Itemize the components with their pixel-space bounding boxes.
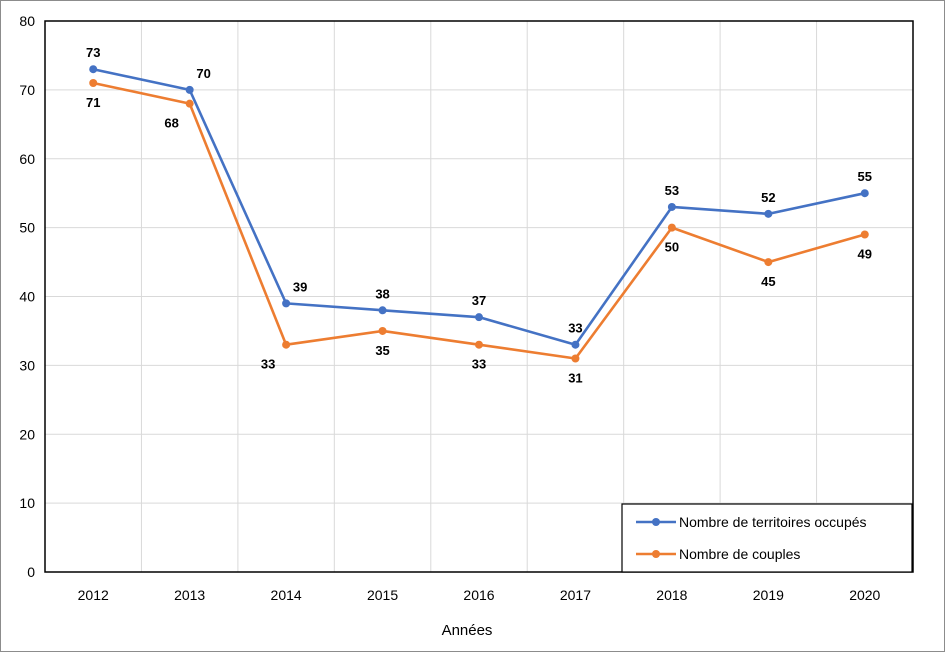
y-tick-label: 20 xyxy=(19,426,35,442)
data-point xyxy=(571,340,580,349)
y-tick-label: 30 xyxy=(19,357,35,373)
data-point xyxy=(475,340,483,349)
series xyxy=(89,65,869,363)
x-axis-title: Années xyxy=(442,622,493,639)
data-label: 53 xyxy=(665,183,679,198)
y-tick-label: 60 xyxy=(19,151,35,167)
data-point xyxy=(571,354,580,363)
legend-label: Nombre de territoires occupés xyxy=(679,514,867,530)
data-point xyxy=(667,223,676,232)
x-tick-label: 2015 xyxy=(367,587,398,603)
data-point xyxy=(89,65,98,74)
gridlines xyxy=(44,20,914,573)
data-label: 50 xyxy=(665,240,679,255)
data-label: 68 xyxy=(164,116,178,131)
x-tick-label: 2016 xyxy=(463,587,494,603)
data-label: 55 xyxy=(858,169,872,184)
legend-swatch-marker xyxy=(652,518,660,526)
data-label: 37 xyxy=(472,293,486,308)
legend-swatch-marker xyxy=(652,550,660,558)
data-point xyxy=(860,230,869,239)
data-point xyxy=(185,85,194,94)
data-label: 73 xyxy=(86,45,100,60)
data-point xyxy=(860,189,869,198)
y-tick-label: 50 xyxy=(19,220,35,236)
x-axis-ticks: 2012 2013 2014 2015 2016 2017 2018 2019 2020 xyxy=(78,587,881,603)
data-point xyxy=(282,299,291,308)
legend-box xyxy=(621,503,913,573)
y-tick-label: 0 xyxy=(27,564,35,580)
data-point xyxy=(475,313,483,322)
data-label: 45 xyxy=(761,274,775,289)
data-label: 35 xyxy=(375,343,389,358)
data-label: 71 xyxy=(86,95,100,110)
y-tick-label: 70 xyxy=(19,82,35,98)
data-label: 49 xyxy=(858,247,872,262)
data-point xyxy=(378,326,387,335)
data-label: 70 xyxy=(196,66,210,81)
x-tick-label: 2018 xyxy=(656,587,687,603)
data-label: 33 xyxy=(472,357,486,372)
y-tick-label: 40 xyxy=(19,289,35,305)
x-tick-label: 2019 xyxy=(753,587,784,603)
data-label: 52 xyxy=(761,190,775,205)
data-label: 33 xyxy=(568,321,582,336)
data-label: 39 xyxy=(293,279,307,294)
y-tick-label: 10 xyxy=(19,495,35,511)
data-point xyxy=(378,306,387,315)
plot-area xyxy=(44,20,914,573)
data-point xyxy=(764,209,773,218)
x-tick-label: 2013 xyxy=(174,587,205,603)
data-point xyxy=(282,340,291,349)
legend: Nombre de territoires occupés Nombre de c… xyxy=(621,503,913,573)
data-point xyxy=(89,78,98,87)
legend-items: Nombre de territoires occupés Nombre de c… xyxy=(636,514,867,562)
x-tick-label: 2020 xyxy=(849,587,880,603)
y-tick-label: 80 xyxy=(19,13,35,29)
y-axis-ticks: 0 10 20 30 40 50 60 70 80 xyxy=(19,13,35,580)
x-tick-label: 2017 xyxy=(560,587,591,603)
data-label: 31 xyxy=(568,370,582,385)
data-label: 33 xyxy=(261,357,275,372)
data-label: 38 xyxy=(375,286,389,301)
legend-label: Nombre de couples xyxy=(679,546,800,562)
data-point xyxy=(185,99,194,108)
x-tick-label: 2012 xyxy=(78,587,109,603)
data-point xyxy=(764,258,773,267)
data-labels: 73 70 39 38 37 33 53 52 55 71 68 33 35 33 31 50 45 49 xyxy=(86,45,872,385)
x-tick-label: 2014 xyxy=(271,587,302,603)
data-point xyxy=(667,202,676,211)
